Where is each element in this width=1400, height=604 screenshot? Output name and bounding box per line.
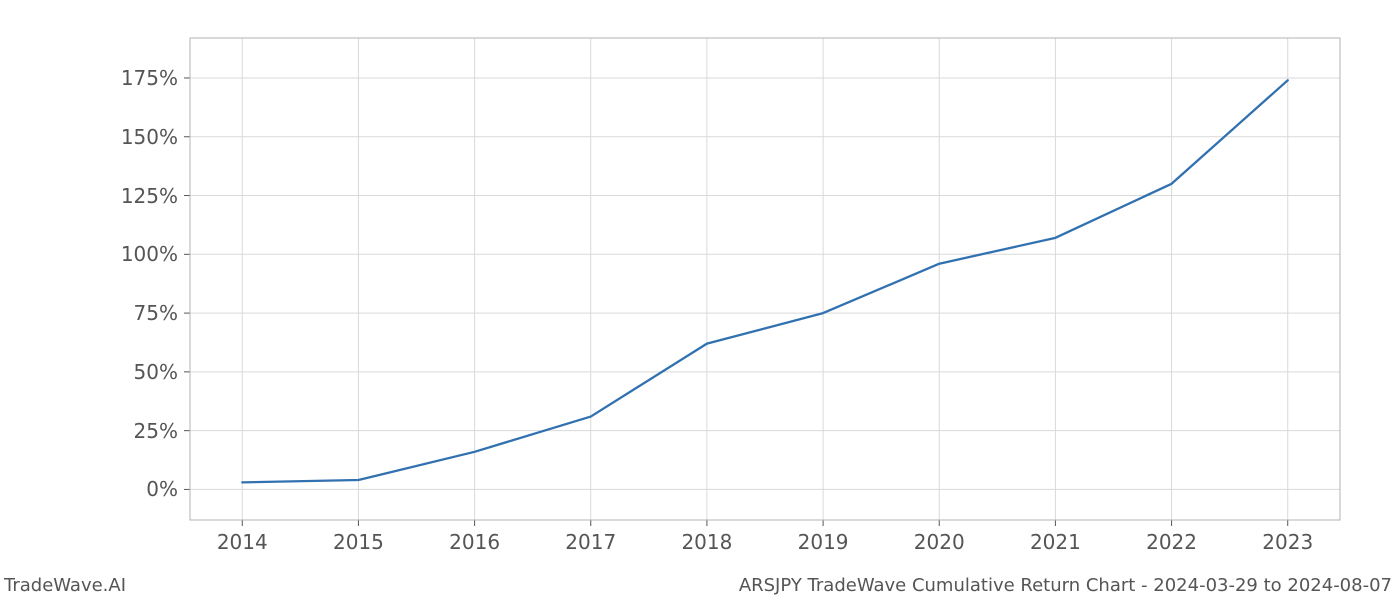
- x-tick-label: 2019: [783, 530, 863, 554]
- x-tick-label: 2022: [1132, 530, 1212, 554]
- y-tick-label: 150%: [98, 125, 178, 149]
- x-tick-label: 2018: [667, 530, 747, 554]
- x-tick-label: 2014: [202, 530, 282, 554]
- x-tick-label: 2017: [551, 530, 631, 554]
- y-tick-label: 125%: [98, 184, 178, 208]
- chart-container: 2014 2015 2016 2017 2018 2019 2020 2021 2022 2023…: [0, 0, 1400, 600]
- y-tick-label: 175%: [98, 66, 178, 90]
- chart-svg: [0, 0, 1400, 600]
- y-tick-label: 100%: [98, 242, 178, 266]
- x-tick-label: 2015: [318, 530, 398, 554]
- y-tick-label: 25%: [98, 419, 178, 443]
- x-tick-label: 2016: [435, 530, 515, 554]
- watermark-left: TradeWave.AI: [4, 575, 126, 596]
- watermark-right: ARSJPY TradeWave Cumulative Return Chart…: [739, 575, 1392, 596]
- y-tick-label: 75%: [98, 301, 178, 325]
- y-tick-label: 0%: [98, 477, 178, 501]
- x-tick-label: 2021: [1015, 530, 1095, 554]
- x-tick-label: 2023: [1248, 530, 1328, 554]
- x-tick-label: 2020: [899, 530, 979, 554]
- y-tick-label: 50%: [98, 360, 178, 384]
